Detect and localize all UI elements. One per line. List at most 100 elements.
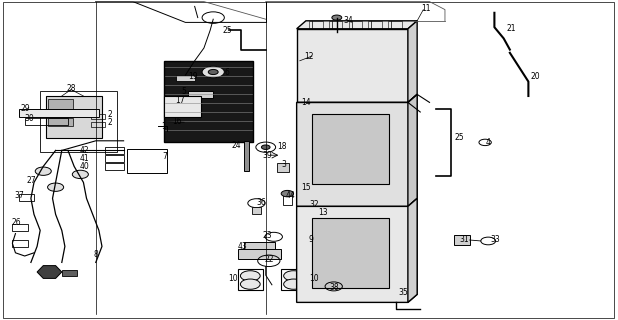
Text: 19: 19 — [188, 72, 198, 81]
Polygon shape — [408, 94, 417, 206]
Circle shape — [240, 279, 260, 289]
Bar — [388, 21, 402, 29]
Text: 42: 42 — [80, 146, 90, 155]
Text: 21: 21 — [507, 24, 516, 33]
Text: 31: 31 — [459, 236, 469, 244]
Text: 40: 40 — [80, 162, 90, 171]
Text: 41: 41 — [80, 154, 90, 163]
Text: 32: 32 — [309, 200, 319, 209]
Text: 39: 39 — [263, 151, 273, 160]
Text: 11: 11 — [421, 4, 431, 12]
Bar — [48, 99, 73, 115]
Text: 25: 25 — [222, 26, 232, 35]
Text: 10: 10 — [228, 274, 238, 283]
Text: 10: 10 — [309, 274, 319, 283]
Circle shape — [261, 145, 270, 149]
Text: 35: 35 — [399, 288, 408, 297]
Bar — [40, 91, 117, 152]
Bar — [238, 269, 263, 290]
Text: 14: 14 — [302, 98, 311, 107]
Text: 6: 6 — [225, 68, 230, 77]
Bar — [368, 21, 382, 29]
Bar — [329, 21, 342, 29]
Bar — [176, 75, 195, 81]
Bar — [46, 96, 102, 138]
Bar — [12, 224, 28, 231]
Text: 36: 36 — [256, 198, 266, 207]
Bar — [244, 141, 249, 171]
Bar — [19, 109, 99, 117]
Bar — [188, 91, 213, 98]
Bar — [48, 118, 73, 126]
Bar — [312, 218, 389, 288]
Text: 9: 9 — [309, 236, 314, 244]
Text: 2: 2 — [107, 118, 112, 127]
Bar — [309, 21, 323, 29]
Polygon shape — [408, 21, 417, 102]
Text: 30: 30 — [25, 114, 35, 123]
Bar — [164, 61, 253, 142]
Polygon shape — [37, 266, 62, 278]
Text: 1: 1 — [161, 122, 166, 131]
Text: 27: 27 — [26, 176, 36, 185]
Circle shape — [284, 279, 303, 289]
Bar — [349, 21, 362, 29]
Text: 2: 2 — [107, 110, 112, 119]
Text: 20: 20 — [530, 72, 540, 81]
Circle shape — [48, 183, 64, 191]
Text: 12: 12 — [305, 52, 314, 60]
Text: 37: 37 — [15, 191, 25, 200]
Text: 3: 3 — [281, 160, 286, 169]
Bar — [91, 122, 105, 127]
Bar — [244, 242, 275, 250]
Text: 34: 34 — [343, 16, 353, 25]
Circle shape — [208, 69, 218, 75]
Circle shape — [72, 170, 88, 179]
Bar — [283, 194, 292, 205]
Circle shape — [240, 271, 260, 281]
Circle shape — [332, 15, 342, 20]
Polygon shape — [297, 21, 417, 29]
Text: 24: 24 — [231, 141, 241, 150]
Text: 28: 28 — [66, 84, 76, 92]
Text: 23: 23 — [262, 231, 272, 240]
Text: 43: 43 — [237, 242, 247, 251]
Bar — [164, 96, 201, 117]
Bar — [91, 114, 105, 119]
Circle shape — [281, 190, 294, 197]
Circle shape — [202, 66, 224, 78]
Text: 33: 33 — [490, 236, 500, 244]
Text: 17: 17 — [176, 96, 185, 105]
Bar — [25, 118, 68, 125]
Text: 29: 29 — [20, 104, 30, 113]
Circle shape — [35, 167, 51, 175]
Bar — [19, 194, 34, 201]
Bar — [454, 235, 470, 245]
Bar — [127, 149, 167, 173]
Text: 16: 16 — [172, 117, 182, 126]
Bar — [252, 207, 261, 214]
Text: 4: 4 — [486, 138, 491, 147]
Polygon shape — [408, 198, 417, 302]
Bar — [62, 270, 77, 276]
Text: 18: 18 — [277, 142, 286, 151]
Bar — [12, 240, 28, 247]
Text: 25: 25 — [454, 133, 464, 142]
Bar — [300, 203, 315, 210]
Bar — [297, 234, 315, 246]
Bar — [105, 155, 124, 162]
Text: 15: 15 — [302, 183, 311, 192]
Text: 5: 5 — [182, 87, 187, 96]
Text: 38: 38 — [329, 283, 339, 292]
Polygon shape — [297, 94, 417, 206]
Bar — [277, 163, 289, 172]
Text: 44: 44 — [286, 191, 295, 200]
Bar — [312, 114, 389, 184]
Bar — [238, 249, 281, 259]
Text: 26: 26 — [12, 218, 22, 227]
Bar — [105, 147, 124, 154]
Circle shape — [284, 271, 303, 281]
Text: 22: 22 — [264, 255, 274, 264]
Bar — [105, 163, 124, 170]
Text: 7: 7 — [163, 152, 167, 161]
